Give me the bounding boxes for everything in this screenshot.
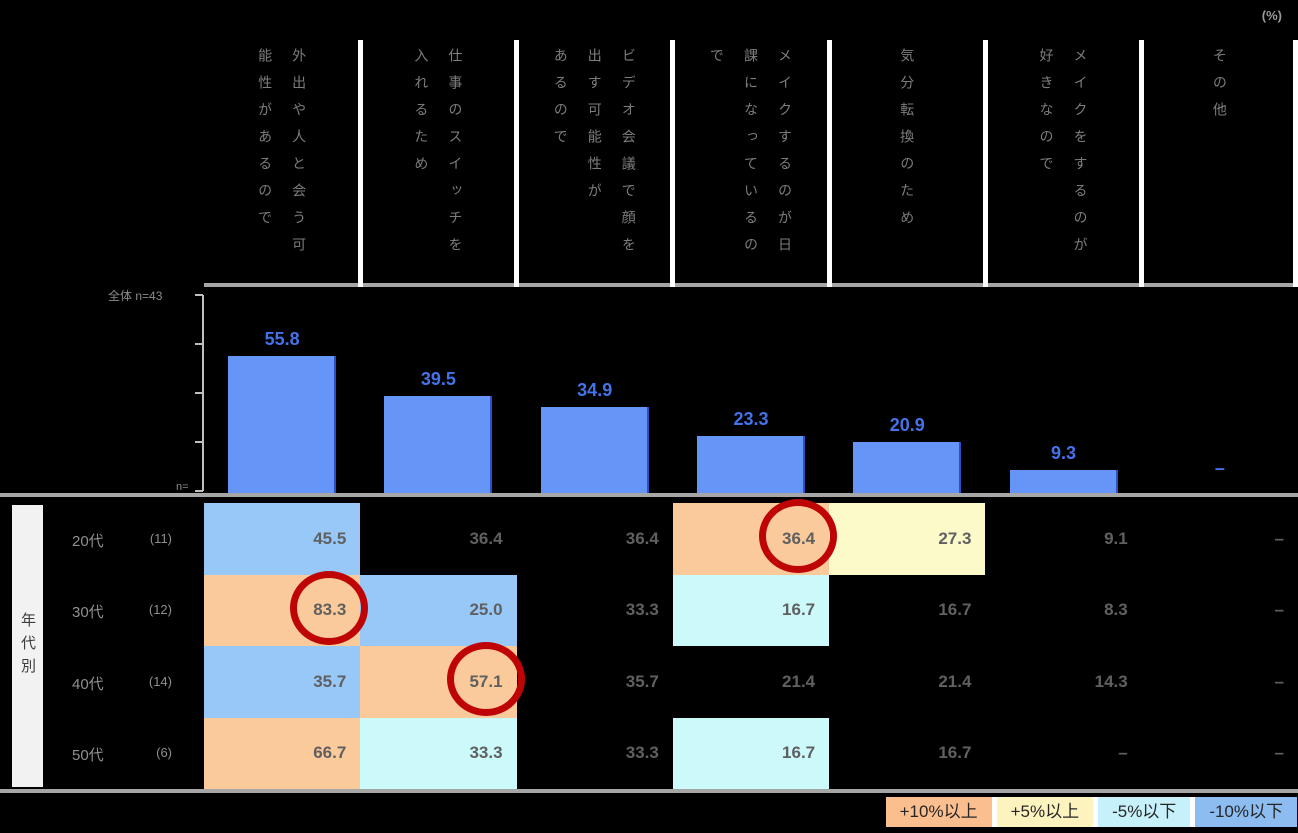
- overall-bar: [697, 435, 805, 493]
- column-header-7: その他: [1142, 40, 1298, 287]
- bar-value-label: 55.8: [264, 329, 300, 350]
- heatmap-cell: 21.4: [782, 671, 816, 691]
- age-group-strip: 年代別: [12, 505, 43, 787]
- legend: +10%以上 +5%以上 -5%以下 -10%以下: [885, 797, 1297, 827]
- bar-value-label: –: [1214, 458, 1225, 478]
- overall-bar: [1009, 470, 1118, 493]
- y-axis-tick: [195, 294, 203, 296]
- column-header-4: メイクするのが日 課になっているの で: [673, 40, 829, 287]
- column-separator: [670, 40, 676, 287]
- n-count: (11): [149, 530, 172, 546]
- heatmap-cell: 35.7: [204, 646, 361, 718]
- heatmap-cell: 16.7: [672, 717, 830, 789]
- highlight-circle: [446, 642, 525, 716]
- heatmap-cell: –: [1274, 600, 1284, 620]
- legend-item: +5%以上: [996, 797, 1094, 827]
- heatmap-cell: 66.7: [204, 717, 361, 789]
- column-header-5: 気分転換のため: [829, 40, 985, 287]
- column-header-text: ビデオ会議で顔を 出す可能性が あるので: [552, 48, 637, 264]
- heatmap-cell: –: [1274, 743, 1284, 763]
- y-axis-tick: [195, 343, 203, 345]
- heatmap-cell: 8.3: [1104, 600, 1128, 620]
- heatmap-cell: 16.7: [672, 574, 830, 646]
- overall-bar: [228, 356, 337, 493]
- table-row: 40代 (14) 35.7 57.1 35.7 21.4 21.4 14.3–: [0, 646, 1298, 718]
- heatmap-cell: 36.4: [625, 528, 659, 548]
- heatmap-cell: 27.3: [829, 503, 986, 575]
- heatmap-cell: 16.7: [938, 600, 972, 620]
- heatmap-cell: 25.0: [360, 574, 517, 646]
- table-row: 50代 (6) 66.7 33.3 33.3 16.7 16.7– –: [0, 717, 1298, 789]
- y-axis-tick: [195, 441, 203, 443]
- heatmap-cell: 33.3: [625, 743, 659, 763]
- age-group-label: 年代別: [19, 611, 36, 681]
- column-header-3: ビデオ会議で顔を 出す可能性が あるので: [517, 40, 673, 287]
- legend-item: -5%以下: [1098, 797, 1191, 827]
- heatmap-cell: 45.5: [204, 503, 361, 575]
- column-header-2: 仕事のスイッチを 入れるため: [360, 40, 516, 287]
- table-bottom-divider: [0, 789, 1298, 793]
- y-axis-line: [202, 295, 204, 491]
- heatmap-cell: 36.4: [469, 528, 503, 548]
- bar-value-label: 34.9: [577, 380, 613, 401]
- heatmap-cell: –: [1274, 528, 1284, 548]
- heatmap-cell: 16.7: [938, 743, 972, 763]
- heatmap-cell: 33.3: [625, 600, 659, 620]
- legend-item: -10%以下: [1195, 797, 1297, 827]
- column-separator: [826, 40, 832, 287]
- column-separator: [1139, 40, 1145, 287]
- column-header-text: 外出や人と会う可 能性があるので: [257, 48, 308, 264]
- highlight-circle: [290, 570, 369, 645]
- overall-n-label: 全体 n=43: [108, 289, 163, 303]
- column-header-6: メイクをするのが 好きなので: [985, 40, 1141, 287]
- heatmap-cell: –: [1118, 743, 1128, 763]
- column-header-text: 気分転換のため: [899, 48, 916, 237]
- heatmap-cell: 33.3: [360, 717, 517, 789]
- table-row: 30代 (12) 83.3 25.0 33.3 16.7 16.7 8.3–: [0, 574, 1298, 646]
- overall-bar: [853, 441, 962, 493]
- y-axis-tick: [195, 490, 203, 492]
- heatmap-cell: 35.7: [625, 671, 659, 691]
- highlight-circle: [759, 499, 838, 573]
- legend-item: +10%以上: [885, 797, 992, 827]
- overall-bar: [384, 396, 493, 493]
- age-row-label: 40代: [72, 675, 104, 693]
- age-row-label: 20代: [72, 532, 104, 550]
- column-separator: [982, 40, 988, 287]
- n-axis-label: n=: [176, 481, 189, 493]
- column-separator: [1293, 40, 1298, 287]
- column-header-text: 仕事のスイッチを 入れるため: [413, 48, 464, 264]
- column-header-1: 外出や人と会う可 能性があるので: [204, 40, 360, 287]
- bar-value-label: 9.3: [1051, 443, 1077, 464]
- n-count: (12): [148, 602, 172, 618]
- bar-value-label: 23.3: [733, 408, 769, 429]
- column-header-text: その他: [1211, 48, 1228, 129]
- column-header-text: メイクをするのが 好きなので: [1038, 48, 1089, 264]
- column-separator: [357, 40, 363, 287]
- n-count: (14): [148, 673, 172, 689]
- age-row-label: 30代: [72, 604, 104, 622]
- percent-unit-label: (%): [1261, 8, 1282, 23]
- bar-value-label: 20.9: [889, 414, 925, 435]
- n-count: (6): [156, 745, 172, 761]
- table-row: 20代 (11) 45.5 36.4 36.4 36.4 27.3 9.1–: [0, 503, 1298, 575]
- bar-value-label: 39.5: [420, 369, 456, 390]
- heatmap-cell: 21.4: [938, 671, 972, 691]
- chart-table-divider: [0, 493, 1298, 497]
- column-header-row: 外出や人と会う可 能性があるので 仕事のスイッチを 入れるため ビデオ会議で顔を 出…: [204, 40, 1298, 287]
- age-row-label: 50代: [72, 747, 104, 765]
- heatmap-cell: 14.3: [1094, 671, 1128, 691]
- header-underline: [204, 283, 1298, 287]
- heatmap-cell: 9.1: [1104, 528, 1128, 548]
- overall-bar: [540, 407, 649, 493]
- column-separator: [514, 40, 520, 287]
- column-header-text: メイクするのが日 課になっているの で: [708, 48, 793, 264]
- y-axis-tick: [195, 392, 203, 394]
- heatmap-cell: –: [1274, 671, 1284, 691]
